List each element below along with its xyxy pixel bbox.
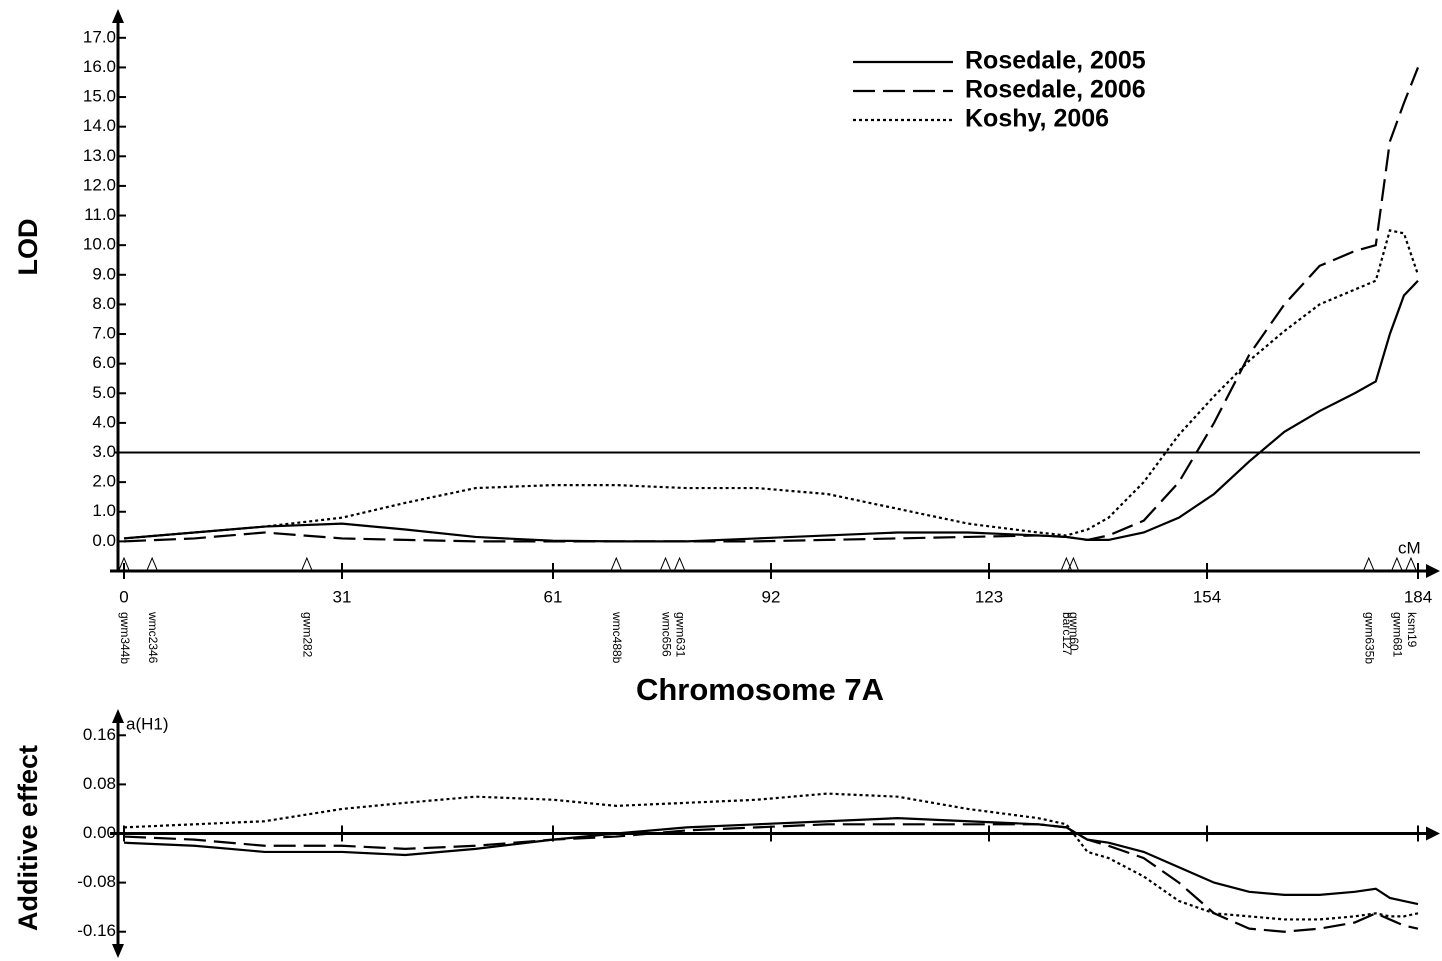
y-tick-label: 6.0 (92, 353, 116, 372)
y-tick-label: 16.0 (83, 57, 116, 76)
y-tick-label: 12.0 (83, 175, 116, 194)
marker-triangle (1391, 556, 1403, 571)
y-tick-label: 0.16 (83, 725, 116, 744)
series-line (123, 792, 1419, 921)
y-axis-title: LOD (13, 219, 43, 276)
y-tick-label: 2.0 (92, 472, 116, 491)
x-axis-title: Chromosome 7A (636, 672, 884, 707)
marker-label: gwm635b (1363, 612, 1377, 664)
x-tick-label: 154 (1193, 587, 1221, 606)
y-tick-label: 3.0 (92, 442, 116, 461)
y-tick-label: 0.08 (83, 774, 116, 793)
legend-label: Koshy, 2006 (965, 105, 1109, 133)
y-tick-label: 10.0 (83, 235, 116, 254)
y-tick-label: 7.0 (92, 324, 116, 343)
y-tick-label: 4.0 (92, 412, 116, 431)
series-line (123, 823, 1419, 933)
x-tick-label: 123 (975, 587, 1003, 606)
marker-triangle (146, 556, 158, 571)
marker-label: gwm344b (118, 612, 132, 664)
x-tick-label: 92 (762, 587, 781, 606)
y-axis-title: Additive effect (13, 745, 43, 931)
marker-triangle (1067, 556, 1079, 571)
legend-label: Rosedale, 2006 (965, 76, 1146, 104)
marker-label: wmc656 (659, 611, 673, 657)
legend-label: Rosedale, 2005 (965, 47, 1146, 75)
series-line (123, 229, 1420, 540)
y-tick-label: 8.0 (92, 294, 116, 313)
y-tick-label: 15.0 (83, 87, 116, 106)
marker-triangle (610, 556, 622, 571)
y-tick-label: 17.0 (83, 27, 116, 46)
marker-label: ksm19 (1405, 612, 1419, 648)
y-tick-label: 13.0 (83, 146, 116, 165)
marker-label: gwm282 (301, 612, 315, 658)
marker-label: gwm631 (673, 612, 687, 658)
y-tick-label: 14.0 (83, 116, 116, 135)
y-tick-label: 0.00 (83, 823, 116, 842)
marker-label: gwm60 (1067, 612, 1081, 651)
marker-triangle (118, 556, 130, 571)
y-tick-label: 1.0 (92, 501, 116, 520)
marker-label: wmc2346 (146, 611, 160, 664)
y-tick-label: -0.16 (77, 921, 116, 940)
y-tick-label: -0.08 (77, 872, 116, 891)
series-line (123, 817, 1419, 906)
marker-label: wmc488b (610, 611, 624, 664)
x-tick-label: 31 (333, 587, 352, 606)
y-tick-label: 11.0 (84, 205, 116, 224)
x-tick-label: 61 (544, 587, 563, 606)
marker-label: barc127 (1060, 612, 1074, 656)
marker-triangle (1060, 556, 1072, 571)
y-axis-arrow (112, 944, 124, 958)
marker-triangle (660, 556, 671, 571)
x-unit: cM (1398, 538, 1421, 557)
series-line (123, 279, 1419, 543)
marker-triangle (301, 556, 313, 571)
y-unit: a(H1) (126, 714, 169, 733)
series-line (123, 67, 1420, 543)
y-axis-arrow (112, 9, 124, 23)
y-axis-arrow (112, 709, 124, 723)
x-tick-label: 184 (1404, 587, 1432, 606)
marker-label: gwm681 (1391, 612, 1405, 658)
x-axis-arrow (1426, 826, 1440, 841)
y-tick-label: 0.0 (92, 531, 116, 550)
marker-triangle (674, 556, 686, 571)
marker-triangle (1405, 556, 1417, 571)
y-tick-label: 9.0 (92, 264, 116, 283)
x-tick-label: 0 (119, 587, 128, 606)
x-axis-arrow (1426, 564, 1440, 578)
y-tick-label: 5.0 (92, 383, 116, 402)
marker-triangle (1363, 556, 1375, 571)
